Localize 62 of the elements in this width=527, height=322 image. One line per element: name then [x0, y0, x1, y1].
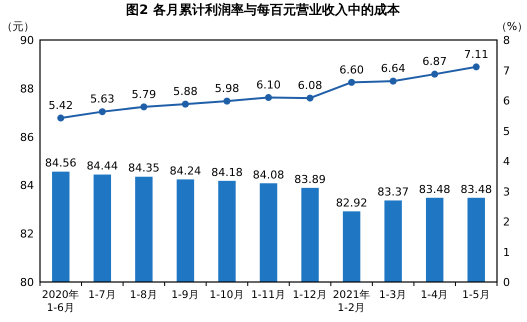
x-tick-label: 2021年 1-2月	[332, 289, 370, 314]
point	[472, 63, 480, 70]
point	[431, 70, 438, 78]
y2-tick-label: 6	[503, 94, 510, 108]
point	[265, 94, 272, 101]
data-label: 5.63	[90, 92, 115, 106]
data-label: 7.11	[464, 48, 488, 61]
y2-tick-label: 2	[503, 216, 510, 228]
y2-tick-label: 7	[503, 64, 510, 78]
y-tick-label: 90	[20, 34, 34, 47]
data-label: 6.64	[380, 62, 406, 76]
y2-tick-label: 4	[503, 155, 510, 168]
x-tick-label: 1-5月	[462, 289, 490, 301]
data-label: 6.10	[256, 78, 281, 92]
data-label: 84.35	[128, 162, 160, 175]
point	[182, 100, 189, 108]
y-tick-label: 80	[20, 276, 34, 289]
data-label: 84.24	[170, 164, 202, 178]
y2-tick-label: 3	[503, 185, 510, 198]
data-label: 5.98	[214, 82, 240, 96]
chart-title: 图2 各月累计利润率与每百元营业收入中的成本	[126, 2, 401, 18]
data-label: 83.37	[377, 185, 409, 198]
data-label: 84.44	[86, 160, 118, 173]
x-tick-label: 2020年 1-6月	[42, 289, 80, 314]
x-tick-label: 1-10月	[210, 289, 244, 301]
point	[98, 108, 106, 116]
data-label: 83.48	[460, 182, 492, 196]
point	[57, 114, 64, 122]
point	[223, 98, 230, 105]
data-label: 84.56	[45, 156, 77, 170]
data-label: 83.48	[418, 182, 450, 196]
point	[348, 78, 356, 86]
y2-tick-label: 0	[503, 276, 510, 289]
x-tick-label: 1-8月	[130, 289, 158, 301]
x-tick-label: 1-4月	[420, 289, 449, 301]
data-label: 5.79	[132, 88, 156, 101]
y-tick-label: 88	[20, 82, 34, 96]
data-label: 6.87	[422, 55, 447, 68]
data-label: 84.08	[252, 168, 284, 182]
x-tick-label: 1-7月	[88, 289, 116, 301]
y-axis-title: （元）	[2, 20, 34, 33]
data-label: 84.18	[211, 166, 243, 179]
x-tick-label: 1-12月	[292, 289, 328, 301]
x-tick-label: 1-11月	[251, 289, 286, 301]
y2-tick-label: 8	[503, 34, 510, 47]
y-tick-label: 82	[20, 228, 34, 241]
data-label: 83.89	[294, 172, 326, 186]
point	[390, 78, 397, 85]
y-tick-label: 86	[20, 130, 34, 144]
data-label: 6.60	[339, 63, 364, 76]
y2-tick-label: 5	[503, 124, 510, 138]
y2-tick-label: 1	[503, 246, 510, 259]
y-tick-label: 84	[20, 179, 34, 192]
point	[140, 103, 148, 110]
data-label: 5.88	[173, 85, 198, 98]
data-label: 5.42	[48, 99, 74, 112]
x-tick-label: 1-3月	[379, 289, 408, 301]
data-label: 82.92	[336, 196, 368, 210]
y2-axis-title: （%）	[496, 20, 527, 33]
data-label: 6.08	[298, 79, 322, 92]
point	[306, 94, 314, 102]
x-tick-label: 1-9月	[171, 289, 200, 301]
